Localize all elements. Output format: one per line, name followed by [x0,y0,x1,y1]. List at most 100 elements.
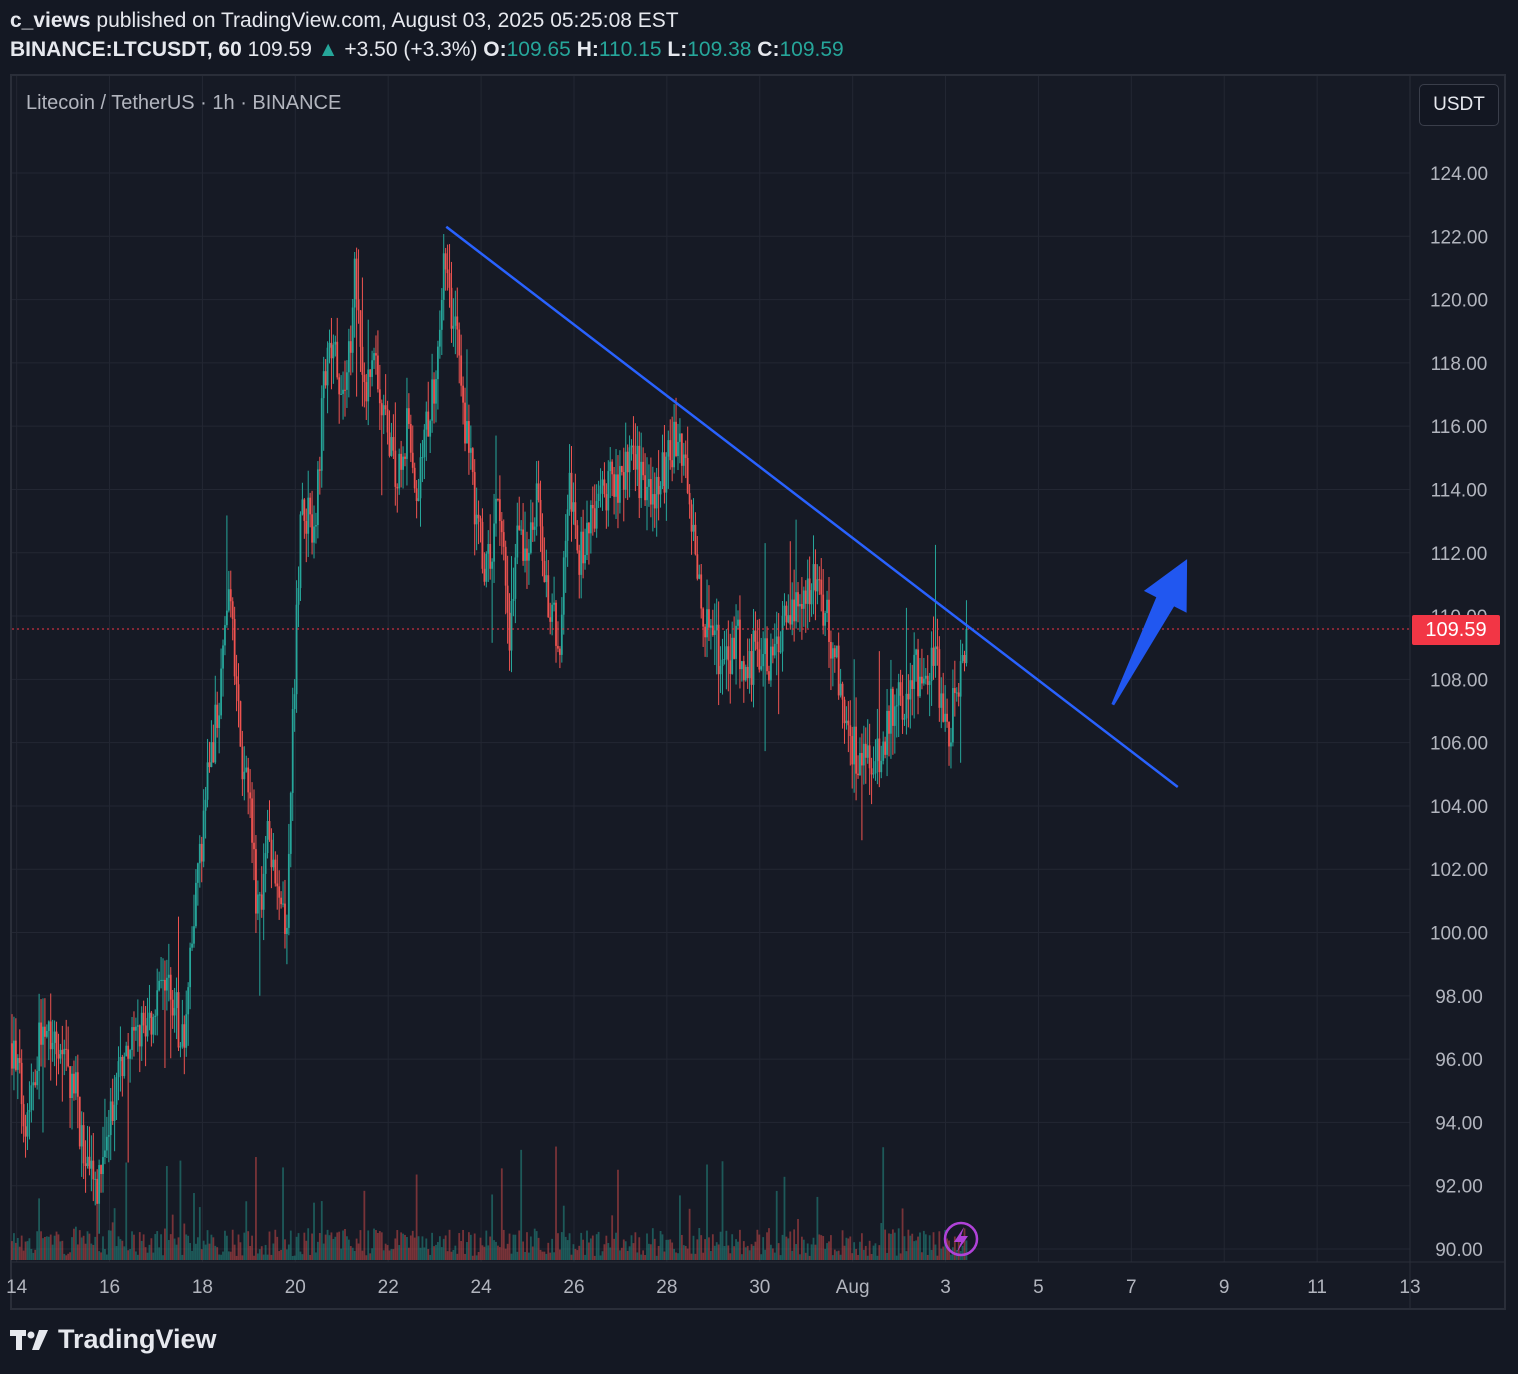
candle-body [644,475,646,501]
candle-body [535,483,538,527]
volume-bar [506,1243,509,1260]
volume-bar [677,1253,679,1260]
volume-bar [698,1228,701,1260]
candle-body [845,720,848,724]
candle-body [659,486,662,495]
volume-bar [531,1246,534,1260]
candle-body [49,1021,52,1050]
volume-bar [295,1236,298,1260]
candle-body [489,544,492,569]
volume-bar [446,1251,449,1260]
candle-body [280,897,283,905]
candle-body [855,726,857,774]
candle-body [150,1012,153,1035]
lightning-icon[interactable] [943,1221,979,1257]
volume-bar [560,1232,563,1260]
candle-body [444,253,447,270]
volume-bar [196,1237,199,1260]
high-label: H: [576,38,599,61]
candle-body [233,618,236,677]
volume-bar [165,1166,168,1260]
candle-body [104,1150,106,1158]
volume-bar [543,1251,546,1260]
candle-body [709,625,712,628]
symbol-title[interactable]: Litecoin / TetherUS · 1h · BINANCE [26,92,342,114]
candle-body [555,602,557,646]
trendline[interactable] [445,225,1179,788]
arrow-up-icon[interactable] [1111,559,1188,706]
candle-body [504,546,507,586]
price-tick-label: 108.00 [1430,670,1488,691]
volume-bar [570,1254,573,1260]
volume-bar [16,1237,19,1260]
candle-body [86,1156,89,1167]
candle-body [407,408,410,424]
candle-body [692,524,695,532]
tradingview-logo[interactable]: TradingView [10,1324,217,1355]
volume-bar [487,1245,490,1260]
volume-bar [636,1252,639,1260]
volume-bar [857,1254,859,1260]
author-name[interactable]: c_views [10,9,91,32]
volume-bar [400,1232,403,1260]
candle-body [655,476,658,509]
candle-body [493,523,495,562]
candle-body [247,767,250,793]
candle-body [206,762,209,800]
candle-body [820,579,823,595]
volume-bar [181,1254,184,1260]
volume-bar [481,1245,484,1260]
volume-bar [340,1248,343,1260]
price-tick-label: 118.00 [1431,354,1488,375]
volume-bar [884,1229,887,1260]
volume-bar [224,1230,226,1260]
candle-body [227,589,230,611]
volume-bar [402,1233,404,1260]
chart-frame[interactable] [10,74,1506,1310]
volume-bar [421,1236,424,1260]
candle-body [851,736,854,765]
candle-body [55,1031,58,1055]
volume-bar [787,1238,790,1260]
candle-body [59,1049,62,1059]
currency-button[interactable]: USDT [1419,84,1499,126]
candle-body [256,894,259,914]
candle-body [679,433,681,442]
candle-body [160,979,162,981]
volume-bar [915,1240,918,1260]
volume-bar [905,1251,908,1260]
candle-body [36,1070,39,1086]
volume-bar [748,1250,751,1260]
candle-body [142,1012,145,1026]
volume-bar [750,1244,753,1260]
volume-bar [557,1233,559,1260]
candle-body [53,1031,56,1043]
candle-body [754,630,757,642]
volume-bar [38,1198,41,1260]
volume-bar [764,1249,767,1260]
candle-body [822,594,825,626]
volume-bar [407,1247,410,1260]
candle-body [553,602,555,605]
volume-bar [363,1190,366,1260]
candle-body [264,853,267,874]
candle-body [42,1026,44,1045]
candle-body [870,768,873,775]
candle-body [537,483,540,501]
volume-bar [849,1236,852,1260]
candle-body [620,466,623,473]
volume-bar [595,1234,598,1260]
volume-bar [824,1248,827,1260]
volume-bar [684,1245,687,1260]
volume-bar [799,1254,801,1260]
volume-bar [688,1208,691,1260]
candle-body [698,574,701,579]
volume-bar [440,1247,443,1260]
volume-bar [514,1234,517,1260]
volume-bar [140,1240,143,1260]
volume-bar [777,1243,780,1260]
price-tick-label: 92.00 [1435,1177,1483,1198]
volume-bar [930,1249,933,1260]
volume-bar [11,1241,13,1260]
